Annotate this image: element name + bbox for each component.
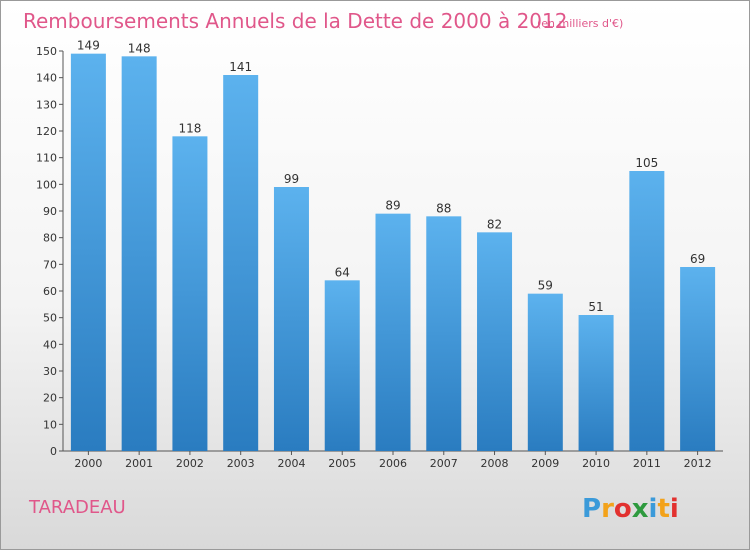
logo-letter: o [614,494,632,524]
x-tick-label: 2012 [684,457,712,470]
y-tick-label: 130 [36,98,57,111]
place-name: TARADEAU [28,497,126,518]
data-label: 149 [77,39,100,53]
x-tick-label: 2007 [430,457,458,470]
bar [629,171,665,451]
bar [172,136,208,452]
data-label: 82 [487,217,502,231]
x-tick-label: 2002 [176,457,204,470]
x-tick-label: 2003 [227,457,255,470]
data-label: 51 [588,300,603,314]
data-label: 105 [635,156,658,170]
y-tick-label: 100 [36,178,57,191]
bar [223,75,259,451]
data-label: 59 [538,279,553,293]
logo-letter: t [657,494,669,524]
data-label: 89 [385,199,400,213]
bar [70,53,106,452]
logo-letter: P [582,494,601,524]
bar [273,187,309,451]
data-label: 99 [284,172,299,186]
y-tick-label: 80 [43,232,57,245]
bars: 149 148 118 141 99 64 89 88 82 59 51 105 69 [70,39,716,452]
x-tick-label: 2009 [531,457,559,470]
data-label: 118 [178,121,201,135]
logo-letter: r [601,494,614,524]
data-label: 69 [690,252,705,266]
y-tick-label: 50 [43,312,57,325]
bar [578,315,614,451]
y-tick-label: 30 [43,365,57,378]
bar [477,232,513,451]
bar [375,213,411,451]
bar [121,56,157,451]
y-tick-label: 20 [43,392,57,405]
logo-letter: x [632,494,649,524]
y-tick-label: 60 [43,285,57,298]
x-tick-label: 2001 [125,457,153,470]
chart-title: Remboursements Annuels de la Dette de 20… [23,9,567,33]
axes: 0 10 20 30 40 50 60 70 80 90 100 110 120 130 140 150 200… [36,45,723,470]
y-tick-label: 90 [43,205,57,218]
y-tick-label: 140 [36,72,57,85]
bar [680,267,716,451]
x-tick-label: 2004 [277,457,305,470]
x-tick-label: 2005 [328,457,356,470]
y-tick-label: 10 [43,418,57,431]
chart-unit: (en milliers d'€) [537,17,623,30]
x-tick-label: 2006 [379,457,407,470]
data-label: 88 [436,201,451,215]
data-label: 141 [229,60,252,74]
y-tick-label: 70 [43,258,57,271]
bar [527,293,563,451]
y-tick-label: 110 [36,152,57,165]
data-label: 64 [335,265,350,279]
x-tick-label: 2011 [633,457,661,470]
x-tick-label: 2008 [481,457,509,470]
bar [426,216,462,451]
x-tick-label: 2010 [582,457,610,470]
logo-letter: i [670,494,679,524]
proxiti-logo: Proxiti [582,494,679,524]
y-tick-label: 40 [43,338,57,351]
y-tick-label: 0 [50,445,57,458]
bar [324,280,360,451]
x-tick-label: 2000 [74,457,102,470]
data-label: 148 [128,41,151,55]
y-tick-label: 120 [36,125,57,138]
y-tick-label: 150 [36,45,57,58]
logo-letter: i [649,494,658,524]
